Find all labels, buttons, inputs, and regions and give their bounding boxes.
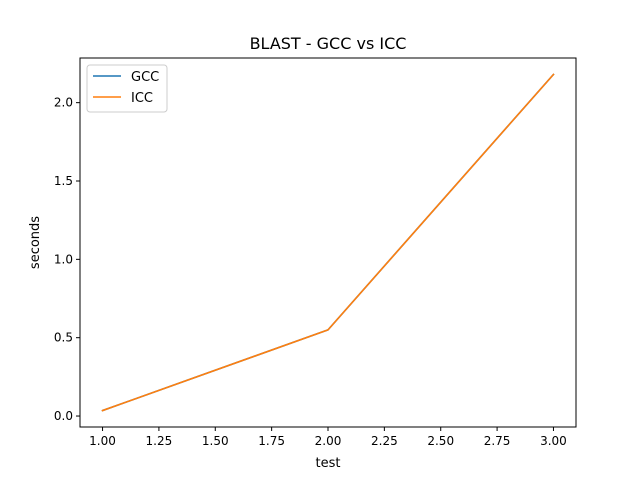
plot-frame [79, 57, 577, 428]
x-tick-label: 2.25 [371, 434, 398, 448]
x-tick-label: 1.75 [258, 434, 285, 448]
y-tick-label: 1.5 [54, 174, 73, 188]
y-tick-label: 2.0 [54, 96, 73, 110]
x-tick-label: 1.00 [89, 434, 116, 448]
x-tick-label: 3.00 [540, 434, 567, 448]
y-tick-label: 0.0 [54, 409, 73, 423]
legend-label-gcc: GCC [131, 70, 159, 85]
x-tick-label: 2.75 [484, 434, 511, 448]
series-line-gcc [101, 73, 555, 412]
y-axis: 0.0 0.5 1.0 1.5 2.0 [54, 96, 80, 423]
series-lines [101, 73, 555, 412]
x-axis: 1.00 1.25 1.50 1.75 2.00 2.25 2.50 2.75 3.00 [89, 427, 567, 448]
x-tick-label: 1.50 [202, 434, 229, 448]
y-tick-label: 0.5 [54, 331, 73, 345]
legend: GCC ICC [86, 64, 168, 113]
legend-label-icc: ICC [131, 91, 153, 106]
x-tick-label: 1.25 [146, 434, 173, 448]
chart-title: BLAST - GCC vs ICC [250, 34, 407, 53]
x-axis-label: test [316, 456, 341, 471]
series-line-icc [101, 73, 555, 412]
y-axis-label: seconds [28, 216, 43, 269]
y-tick-label: 1.0 [54, 252, 73, 266]
x-tick-label: 2.50 [427, 434, 454, 448]
x-tick-label: 2.00 [315, 434, 342, 448]
